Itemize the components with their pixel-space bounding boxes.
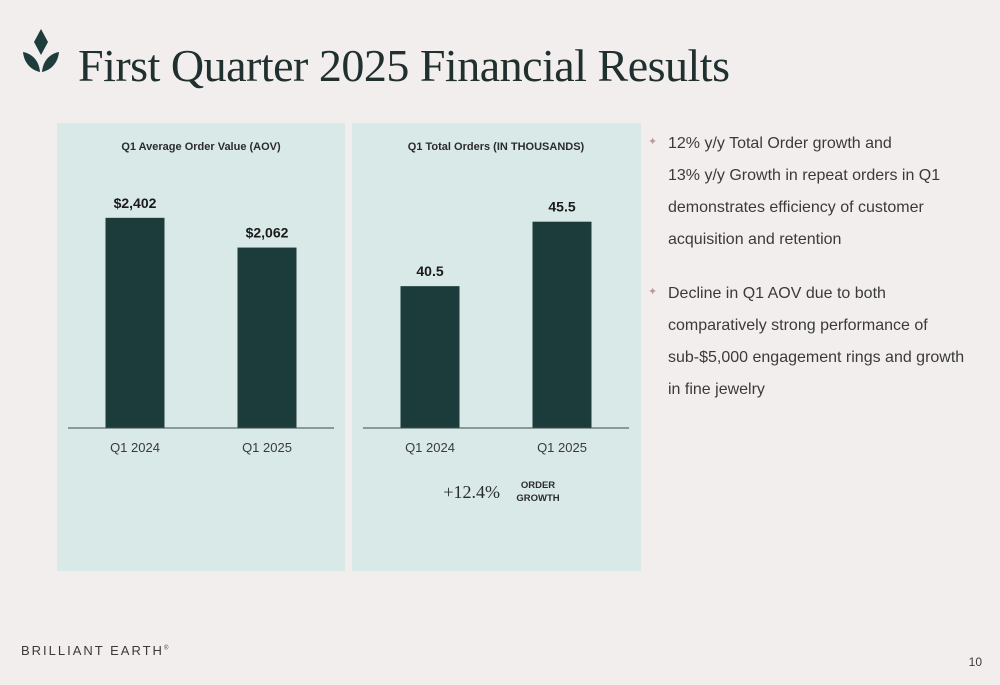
- orders-growth-label-line-1: ORDER: [521, 480, 555, 491]
- bullet-line: 12% y/y Total Order growth and: [668, 135, 892, 152]
- aov-x-tick-label-2: Q1 2025: [242, 440, 292, 455]
- orders-bar-chart: Q1 Total Orders (IN THOUSANDS) 40.5 Q1 202…: [363, 141, 629, 504]
- bullet-order-growth: ✦ 12% y/y Total Order growth and 13% y/y…: [648, 128, 988, 256]
- orders-x-tick-label-2: Q1 2025: [537, 440, 587, 455]
- aov-data-label-1: $2,402: [114, 195, 157, 211]
- bullet-line: in fine jewelry: [668, 381, 765, 398]
- orders-chart-panel: Q1 Total Orders (IN THOUSANDS) 40.5 Q1 202…: [352, 123, 641, 571]
- bullet-line: sub-$5,000 engagement rings and growth: [668, 349, 965, 366]
- bullet-line: acquisition and retention: [668, 231, 842, 248]
- orders-x-tick-label-1: Q1 2024: [405, 440, 455, 455]
- orders-data-label-2: 45.5: [548, 199, 575, 215]
- sparkle-icon: ✦: [648, 136, 658, 148]
- orders-bar-2: [532, 221, 592, 428]
- bullet-line: 13% y/y Growth in repeat orders in Q1: [668, 167, 941, 184]
- brand-name: BRILLIANT EARTH: [21, 643, 164, 658]
- bullet-line: comparatively strong performance of: [668, 317, 928, 334]
- aov-chart-title: Q1 Average Order Value (AOV): [121, 141, 281, 153]
- logo-right-leaf-shape: [42, 52, 59, 72]
- bullet-aov-decline: ✦ Decline in Q1 AOV due to both comparat…: [648, 278, 988, 406]
- brand-logo-icon: [23, 29, 59, 72]
- logo-left-leaf-shape: [23, 52, 40, 72]
- aov-chart-panel: Q1 Average Order Value (AOV) $2,402 Q1 202…: [57, 123, 345, 571]
- registered-mark: ®: [163, 645, 169, 652]
- logo-diamond-shape: [34, 29, 48, 55]
- aov-bar-2: [237, 247, 297, 428]
- orders-data-label-1: 40.5: [416, 263, 443, 279]
- orders-growth-label-line-2: GROWTH: [516, 493, 559, 504]
- orders-bar-1: [400, 286, 460, 428]
- orders-growth-value: +12.4%: [443, 482, 500, 502]
- aov-bar-chart: Q1 Average Order Value (AOV) $2,402 Q1 202…: [68, 141, 334, 455]
- bullet-line: demonstrates efficiency of customer: [668, 199, 924, 216]
- bullet-text: Decline in Q1 AOV due to both comparativ…: [668, 278, 988, 406]
- aov-data-label-2: $2,062: [246, 225, 289, 241]
- brand-wordmark: BRILLIANT EARTH®: [21, 643, 168, 658]
- page-number: 10: [968, 655, 982, 669]
- bullet-line: Decline in Q1 AOV due to both: [668, 285, 886, 302]
- sparkle-icon: ✦: [648, 286, 658, 298]
- key-points-list: ✦ 12% y/y Total Order growth and 13% y/y…: [648, 128, 988, 428]
- aov-bar-1: [105, 217, 165, 428]
- aov-x-tick-label-1: Q1 2024: [110, 440, 160, 455]
- bullet-text: 12% y/y Total Order growth and 13% y/y G…: [668, 128, 988, 256]
- page-title: First Quarter 2025 Financial Results: [78, 40, 730, 91]
- orders-chart-title: Q1 Total Orders (IN THOUSANDS): [408, 141, 585, 153]
